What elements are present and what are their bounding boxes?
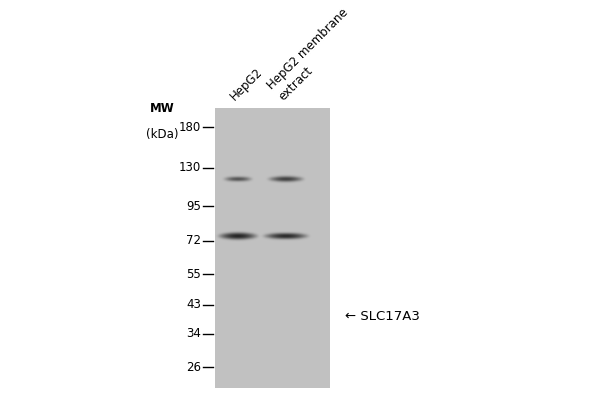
Text: 72: 72 [186, 234, 201, 248]
Text: 130: 130 [179, 161, 201, 174]
Bar [215, 108, 330, 388]
Text: 95: 95 [186, 200, 201, 213]
Text: 26: 26 [186, 361, 201, 374]
Text: 34: 34 [186, 327, 201, 341]
Text: 43: 43 [186, 298, 201, 311]
Text: 55: 55 [186, 268, 201, 281]
Text: HepG2: HepG2 [228, 65, 265, 103]
Text: 180: 180 [179, 121, 201, 133]
Text: MW: MW [150, 102, 174, 115]
Text: ← SLC17A3: ← SLC17A3 [345, 310, 420, 324]
Text: (kDa): (kDa) [146, 128, 178, 141]
Text: HepG2 membrane
extract: HepG2 membrane extract [265, 6, 362, 103]
